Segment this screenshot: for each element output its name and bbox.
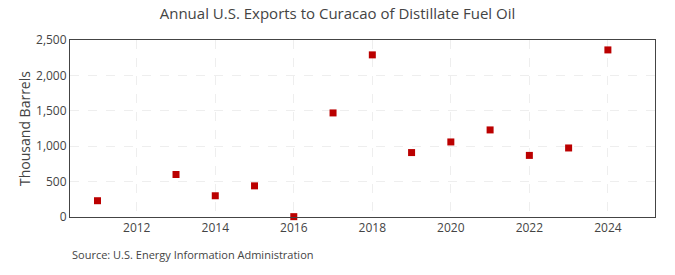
svg-text:2020: 2020 (437, 219, 465, 236)
svg-text:Thousand Barrels: Thousand Barrels (15, 71, 34, 186)
svg-text:2,500: 2,500 (36, 31, 67, 48)
svg-text:2018: 2018 (359, 219, 387, 236)
svg-text:2,000: 2,000 (36, 67, 67, 84)
svg-text:1,500: 1,500 (36, 102, 67, 119)
svg-text:2014: 2014 (202, 219, 230, 236)
svg-text:2024: 2024 (594, 219, 622, 236)
svg-text:2022: 2022 (516, 219, 544, 236)
svg-text:2012: 2012 (123, 219, 151, 236)
svg-text:2016: 2016 (280, 219, 308, 236)
svg-text:Annual U.S. Exports to Curacao: Annual U.S. Exports to Curacao of Distil… (160, 3, 516, 23)
svg-text:0: 0 (60, 208, 67, 225)
svg-text:500: 500 (46, 173, 67, 190)
svg-text:1,000: 1,000 (36, 137, 67, 154)
svg-text:Source: U.S. Energy Informatio: Source: U.S. Energy Information Administ… (72, 247, 314, 262)
